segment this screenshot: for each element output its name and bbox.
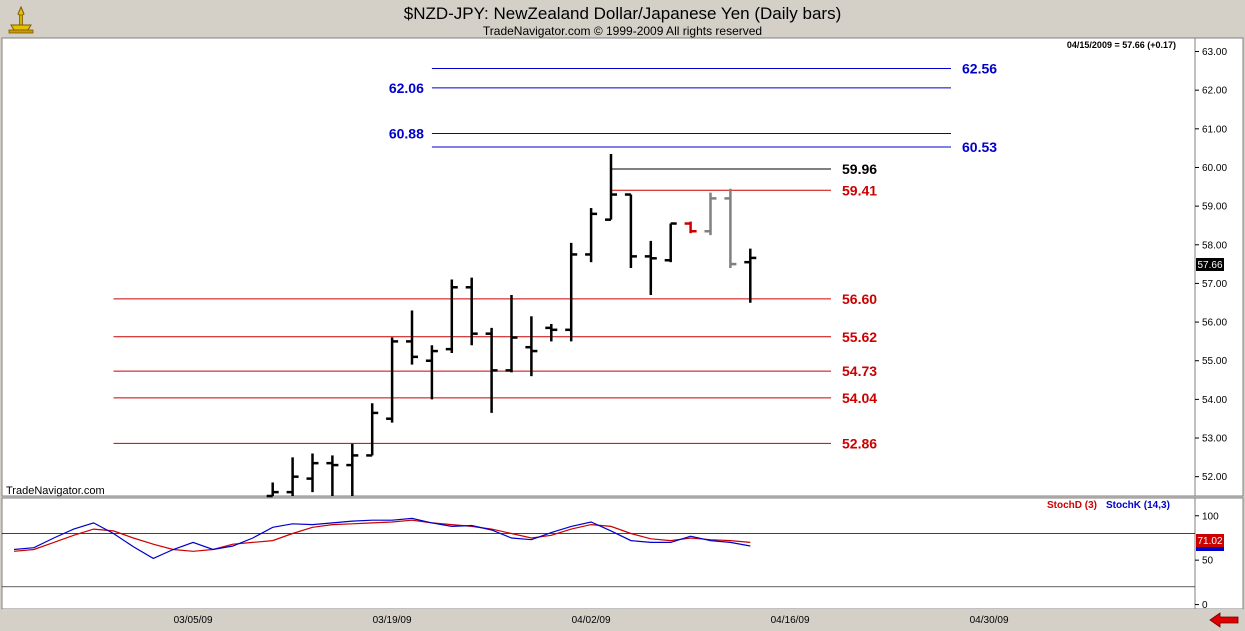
trade-navigator-logo-icon — [8, 5, 34, 34]
ohlc-bar — [366, 403, 379, 457]
ohlc-bar — [605, 153, 617, 221]
level-label-60-53: 60.53 — [962, 139, 997, 155]
stochastic-axis-ticks: 0 50 100 — [1195, 511, 1219, 611]
stoch-tick-label: 50 — [1202, 556, 1214, 567]
watermark: TradeNavigator.com — [6, 485, 105, 497]
copyright-subtitle: TradeNavigator.com © 1999-2009 All right… — [482, 24, 763, 38]
quote-readout: 04/15/2009 = 57.66 (+0.17) — [1067, 40, 1176, 50]
ohlc-bar — [585, 208, 598, 263]
stochk-line — [13, 517, 751, 560]
ohlc-bar — [565, 242, 578, 342]
ohlc-bar — [664, 222, 677, 263]
stoch-last-label: 71.02 — [1197, 536, 1222, 547]
date-tick-label: 04/30/09 — [970, 615, 1009, 626]
ohlc-bar — [425, 345, 438, 400]
ohlc-bar — [386, 337, 399, 423]
legend-stochk: StochK (14,3) — [1106, 500, 1170, 511]
chart-title: $NZD-JPY: NewZealand Dollar/Japanese Yen… — [403, 4, 842, 23]
level-label-60-88: 60.88 — [389, 125, 424, 141]
scroll-arrow-icon[interactable] — [1205, 611, 1241, 629]
price-tick-label: 61.00 — [1202, 124, 1227, 135]
price-axis-ticks: 52.00 53.00 54.00 55.00 56.00 57.00 58.00 59.00… — [1195, 47, 1227, 483]
price-tick-label: 52.00 — [1202, 472, 1227, 483]
ohlc-bar — [266, 482, 279, 498]
ohlc-bar — [445, 279, 458, 353]
stoch-last-marker: 71.02 — [1196, 534, 1224, 551]
stoch-tick-label: 0 — [1202, 600, 1208, 611]
ohlc-bar — [644, 240, 657, 296]
level-label-54-04: 54.04 — [842, 390, 877, 406]
price-tick-label: 58.00 — [1202, 240, 1227, 251]
stochd-line — [13, 519, 751, 552]
date-axis — [2, 609, 1243, 629]
ohlc-bar — [346, 443, 359, 496]
ohlc-bar — [406, 310, 418, 365]
level-label-55-62: 55.62 — [842, 329, 877, 345]
price-tick-label: 57.00 — [1202, 279, 1227, 290]
price-tick-label: 53.00 — [1202, 434, 1227, 445]
price-tick-label: 55.00 — [1202, 356, 1227, 367]
level-label-54-73: 54.73 — [842, 363, 877, 379]
stochastic-lines — [2, 517, 1195, 588]
ohlc-bar — [465, 277, 478, 346]
last-price-label: 57.66 — [1197, 260, 1222, 271]
legend-stochd: StochD (3) — [1047, 500, 1097, 511]
date-axis-ticks: 03/05/09 03/19/09 04/02/09 04/16/09 04/30/09 — [174, 615, 1009, 626]
price-tick-label: 63.00 — [1202, 47, 1227, 58]
ohlc-bar — [505, 295, 518, 373]
price-tick-label: 59.00 — [1202, 202, 1227, 213]
price-tick-label: 60.00 — [1202, 163, 1227, 174]
price-tick-label: 56.00 — [1202, 318, 1227, 329]
price-tick-label: 54.00 — [1202, 395, 1227, 406]
price-panel — [1, 37, 1196, 497]
ohlc-bar — [684, 221, 697, 234]
stoch-tick-label: 100 — [1202, 511, 1219, 522]
ohlc-bar — [704, 192, 717, 236]
ohlc-bar — [306, 453, 319, 493]
ohlc-bar — [326, 455, 339, 496]
level-label-62-56: 62.56 — [962, 61, 997, 77]
date-tick-label: 04/16/09 — [771, 615, 810, 626]
level-label-56-60: 56.60 — [842, 291, 877, 307]
level-label-52-86: 52.86 — [842, 435, 877, 451]
ohlc-bar — [744, 248, 757, 303]
date-tick-label: 03/19/09 — [373, 615, 412, 626]
date-tick-label: 04/02/09 — [572, 615, 611, 626]
level-label-62-06: 62.06 — [389, 80, 424, 96]
chart-header: $NZD-JPY: NewZealand Dollar/Japanese Yen… — [0, 0, 1245, 38]
stochastic-panel — [1, 497, 1196, 610]
ohlc-bar — [286, 457, 299, 496]
level-label-59-96: 59.96 — [842, 161, 877, 177]
level-label-59-41: 59.41 — [842, 182, 877, 198]
ohlc-bars — [266, 153, 757, 498]
ohlc-bar — [624, 193, 637, 268]
last-price-marker: 57.66 — [1196, 258, 1224, 271]
date-tick-label: 03/05/09 — [174, 615, 213, 626]
ohlc-bar — [485, 327, 498, 413]
ohlc-bar — [724, 188, 737, 268]
price-tick-label: 62.00 — [1202, 86, 1227, 97]
ohlc-bar — [525, 316, 538, 377]
ohlc-bar — [545, 324, 558, 342]
